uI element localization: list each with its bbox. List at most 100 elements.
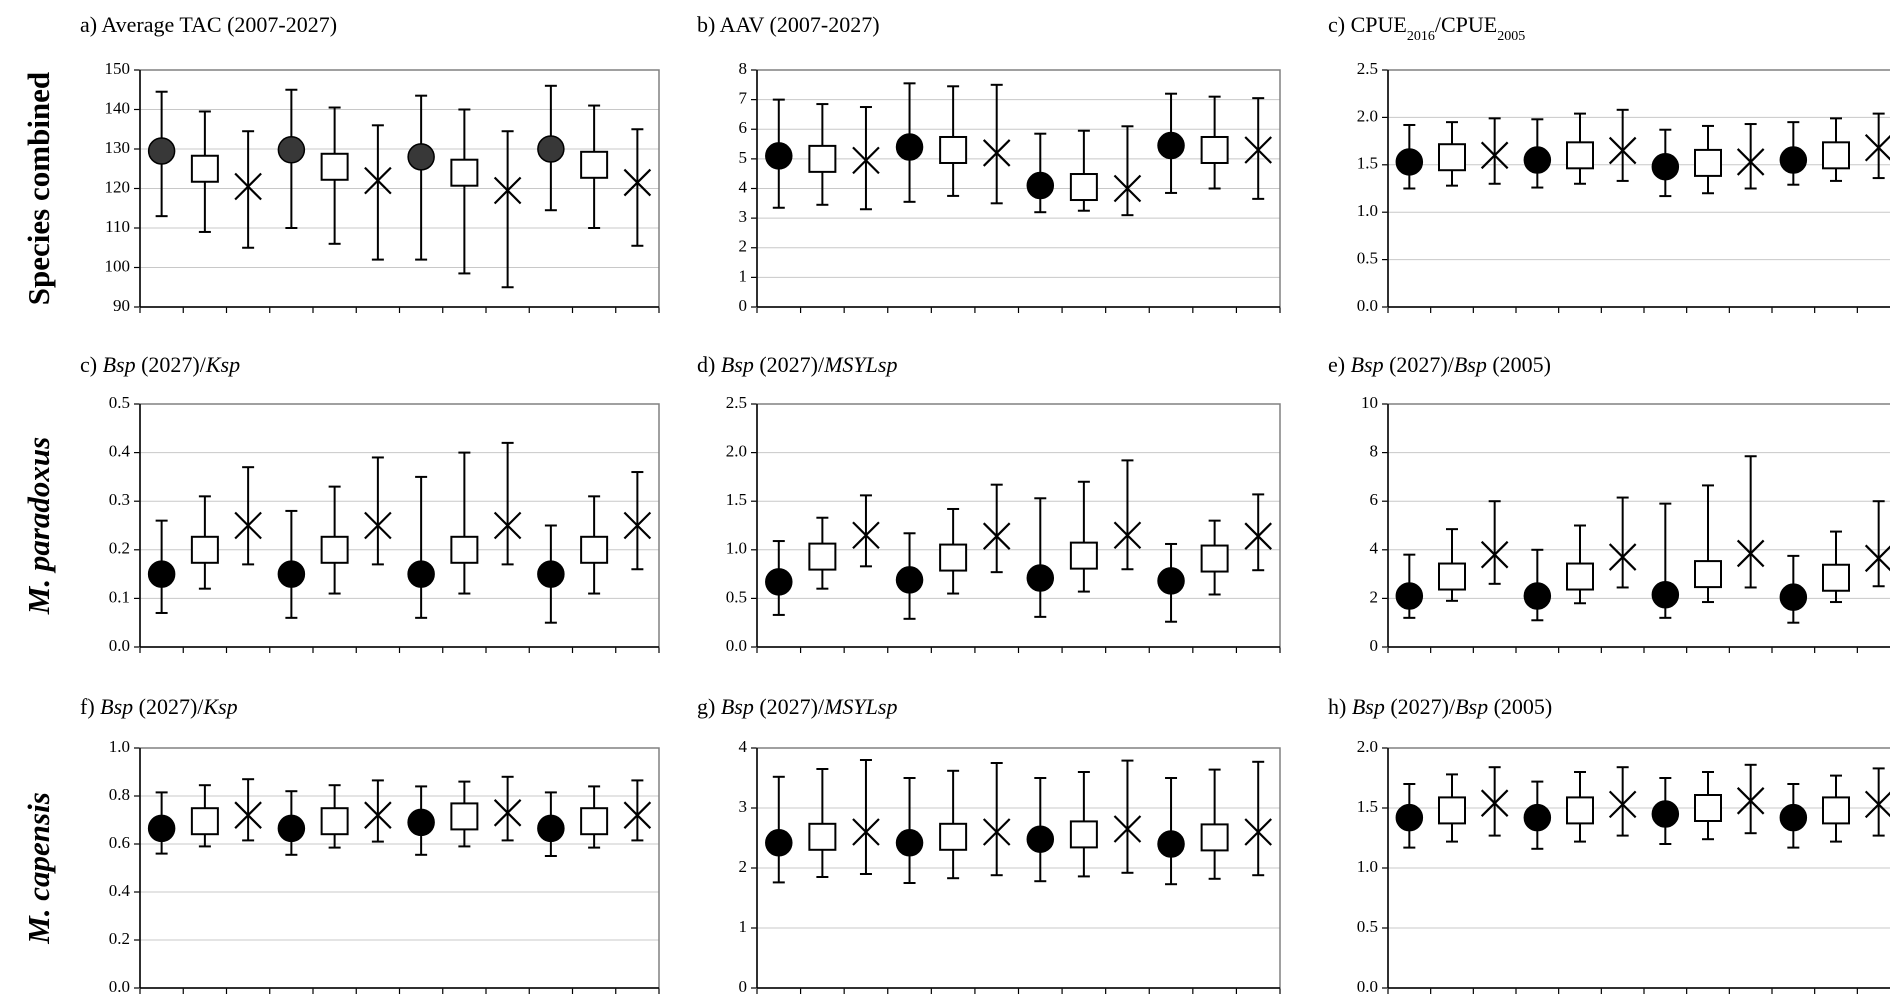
title-segment: Bsp [1351, 352, 1384, 377]
data-point-x [852, 146, 880, 175]
data-point-x [1608, 543, 1637, 571]
y-tick-label: 0 [1370, 636, 1379, 655]
plot-frame [1387, 69, 1890, 308]
data-point-circle [1523, 582, 1552, 610]
data-point-x [1608, 136, 1637, 165]
data-point-x [1480, 789, 1509, 817]
y-tick-label: 3 [739, 207, 748, 226]
data-point-square [1822, 796, 1850, 825]
y-tick-label: 150 [105, 59, 131, 78]
title-segment: (2027)/ [1385, 694, 1456, 719]
title-segment: Bsp [721, 352, 754, 377]
title-segment: (2027)/ [133, 694, 204, 719]
y-tick-label: 0.3 [109, 490, 130, 509]
y-tick-label: 0.0 [726, 636, 747, 655]
y-tick-label: 3 [739, 797, 748, 816]
panel-title: e) Bsp (2027)/Bsp (2005) [1328, 352, 1551, 377]
data-point-square [1566, 562, 1594, 591]
y-tick-label: 110 [105, 217, 130, 236]
chart-panel: g) Bsp (2027)/MSYLsp 0 1 2 3 4 [697, 694, 1281, 996]
data-point-circle [1395, 148, 1424, 176]
data-point-square [939, 822, 968, 851]
chart-panel: d) Bsp (2027)/MSYLsp 0.0 0.5 1.0 1.5 2.0 2.5 [697, 352, 1281, 655]
data-point-x [623, 801, 652, 829]
y-tick-label: 6 [1370, 490, 1379, 509]
data-point-circle [407, 560, 435, 588]
data-point-circle [1523, 146, 1552, 174]
y-tick-label: 1.5 [726, 490, 747, 509]
data-point-circle [1651, 581, 1680, 609]
data-point-square [1694, 148, 1722, 177]
plot-frame [756, 403, 1281, 648]
y-tick-label: 0.1 [109, 587, 130, 606]
y-tick-label: 7 [739, 89, 748, 108]
data-point-x [1608, 790, 1637, 819]
y-tick-label: 0 [739, 296, 748, 315]
y-tick-label: 0.5 [1357, 249, 1378, 268]
y-tick-label: 6 [739, 118, 748, 137]
y-tick-label: 4 [739, 737, 748, 756]
panel-title: d) Bsp (2027)/MSYLsp [697, 352, 897, 377]
y-tick-label: 2.5 [1357, 59, 1378, 78]
title-segment: /CPUE [1435, 12, 1497, 37]
data-point-square [1694, 560, 1722, 589]
title-segment: (2005) [1487, 352, 1551, 377]
title-segment: c) [80, 352, 103, 377]
y-tick-label: 10 [1361, 393, 1378, 412]
chart-panel: c) Bsp (2027)/Ksp 0.0 0.1 0.2 0.3 0.4 0.5 [80, 352, 660, 655]
data-point-square [190, 535, 219, 564]
data-point-x [1864, 133, 1890, 162]
plot-frame [139, 403, 660, 648]
title-segment: d) [697, 352, 721, 377]
data-point-square [808, 144, 837, 173]
data-point-circle [1395, 582, 1424, 610]
y-tick-label: 0.4 [109, 881, 131, 900]
y-tick-label: 0.4 [109, 442, 131, 461]
y-tick-label: 0.0 [109, 977, 130, 996]
data-point-square [450, 802, 479, 831]
data-point-x [1864, 790, 1890, 819]
data-point-square [939, 543, 968, 572]
y-tick-label: 5 [739, 148, 748, 167]
data-point-x [364, 166, 392, 195]
title-segment: Ksp [202, 694, 237, 719]
data-point-square [1566, 796, 1594, 825]
data-point-circle [537, 560, 565, 588]
y-tick-label: 0.6 [109, 833, 130, 852]
chart-panel: f) Bsp (2027)/Ksp 0.0 0.2 0.4 0.6 0.8 1.0 [80, 694, 660, 996]
panel-title: a) Average TAC (2007-2027) [80, 12, 337, 37]
data-point-circle [895, 566, 924, 594]
data-point-x [982, 139, 1011, 167]
panel-title: h) Bsp (2027)/Bsp (2005) [1328, 694, 1552, 719]
row-labels: Species combined M. paradoxus M. capensis [21, 72, 56, 945]
data-point-circle [1157, 567, 1185, 595]
data-point-circle [537, 135, 565, 163]
data-point-circle [1157, 131, 1185, 160]
data-point-square [808, 822, 837, 851]
data-point-circle [147, 814, 176, 843]
data-point-square [1438, 562, 1466, 591]
data-point-x [1244, 136, 1272, 164]
title-segment: (2005) [1488, 694, 1552, 719]
y-tick-label: 2 [1370, 587, 1379, 606]
row-label: M. paradoxus [21, 437, 56, 615]
data-point-circle [147, 560, 176, 588]
data-point-square [1822, 141, 1850, 170]
y-tick-label: 1.5 [1357, 797, 1378, 816]
y-tick-label: 8 [739, 59, 748, 78]
data-point-circle [277, 136, 306, 164]
title-segment: Bsp [1454, 352, 1487, 377]
data-point-circle [1779, 583, 1808, 611]
data-point-square [320, 152, 349, 181]
y-tick-label: 0.5 [1357, 917, 1378, 936]
y-tick-label: 1.0 [1357, 857, 1378, 876]
y-tick-label: 100 [105, 256, 131, 275]
title-segment: (2027)/ [136, 352, 207, 377]
data-point-square [1069, 173, 1098, 202]
row-label: M. capensis [21, 792, 56, 945]
row-label: Species combined [21, 72, 56, 305]
data-point-x [1480, 540, 1509, 569]
y-tick-label: 0.5 [726, 587, 747, 606]
data-point-x [234, 801, 262, 829]
